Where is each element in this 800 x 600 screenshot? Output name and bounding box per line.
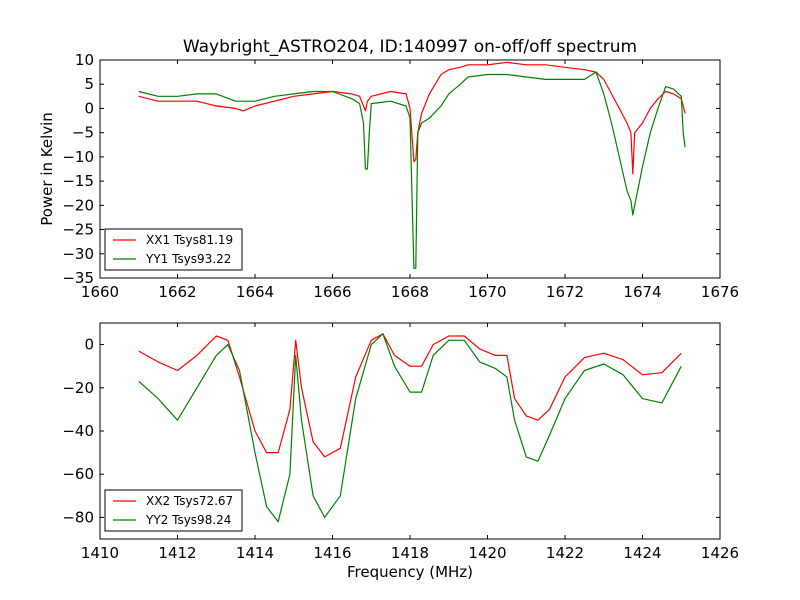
chart-title: Waybright_ASTRO204, ID:140997 on-off/off… (183, 37, 637, 57)
top-xtick-label: 1664 (236, 283, 274, 301)
bottom-xtick-label: 1422 (546, 544, 584, 562)
top-legend-label-yy1: YY1 Tsys93.22 (145, 252, 231, 266)
top-xtick-label: 1666 (313, 283, 351, 301)
top-ytick-label: −30 (62, 245, 94, 263)
top-xtick-label: 1662 (158, 283, 196, 301)
bottom-xtick-label: 1412 (158, 544, 196, 562)
top-xtick-label: 1668 (391, 283, 429, 301)
bottom-legend-box (104, 489, 243, 532)
top-ytick-label: 5 (84, 75, 94, 93)
bottom-legend-label-xx2: XX2 Tsys72.67 (146, 494, 233, 508)
top-series-lines (138, 61, 686, 269)
top-xtick-label: 1660 (81, 283, 119, 301)
top-ytick-label: −25 (62, 221, 94, 239)
bottom-xtick-label: 1416 (313, 544, 351, 562)
top-xtick-label: 1676 (701, 283, 739, 301)
top-panel: 1660 1662 1664 1666 1668 1670 1672 1674 1676 10 5 0… (38, 51, 739, 301)
bottom-xtick-label: 1420 (468, 544, 506, 562)
top-legend: XX1 Tsys81.19 YY1 Tsys93.22 (104, 228, 243, 271)
bottom-series-lines (138, 333, 682, 523)
bottom-legend: XX2 Tsys72.67 YY2 Tsys98.24 (104, 489, 243, 532)
top-ytick-label: 0 (84, 99, 94, 117)
bottom-xtick-label: 1424 (623, 544, 661, 562)
bottom-ytick-label: 0 (84, 336, 94, 354)
top-legend-label-xx1: XX1 Tsys81.19 (146, 233, 233, 247)
top-series-line-yy1 (138, 71, 686, 269)
bottom-ytick-label: −60 (62, 465, 94, 483)
top-xtick-label: 1672 (546, 283, 584, 301)
top-legend-box (104, 228, 243, 271)
top-xtick-label: 1674 (623, 283, 661, 301)
bottom-ytick-label: −20 (62, 379, 94, 397)
bottom-axis-ticks: 1410 1412 1414 1416 1418 1420 1422 1424 1426 0 −20… (62, 323, 739, 562)
top-xtick-label: 1670 (468, 283, 506, 301)
top-ytick-label: −20 (62, 196, 94, 214)
bottom-panel: 1410 1412 1414 1416 1418 1420 1422 1424 1426 0 −20… (62, 322, 739, 581)
bottom-xlabel: Frequency (MHz) (347, 563, 473, 581)
bottom-xtick-label: 1410 (81, 544, 119, 562)
bottom-ytick-label: −40 (62, 422, 94, 440)
bottom-legend-label-yy2: YY2 Tsys98.24 (145, 513, 231, 527)
bottom-ytick-label: −80 (62, 508, 94, 526)
top-ytick-label: −10 (62, 148, 94, 166)
bottom-series-line-yy2 (138, 333, 682, 523)
bottom-xtick-label: 1418 (391, 544, 429, 562)
top-series-line-xx1 (138, 61, 686, 175)
top-ytick-label: −15 (62, 172, 94, 190)
bottom-xtick-label: 1414 (236, 544, 274, 562)
top-ytick-label: −35 (62, 269, 94, 287)
top-ytick-label: 10 (75, 51, 94, 69)
top-ylabel: Power in Kelvin (38, 112, 56, 226)
top-ytick-label: −5 (72, 124, 94, 142)
bottom-xtick-label: 1426 (701, 544, 739, 562)
top-axis-ticks: 1660 1662 1664 1666 1668 1670 1672 1674 1676 10 5 0… (62, 51, 739, 301)
